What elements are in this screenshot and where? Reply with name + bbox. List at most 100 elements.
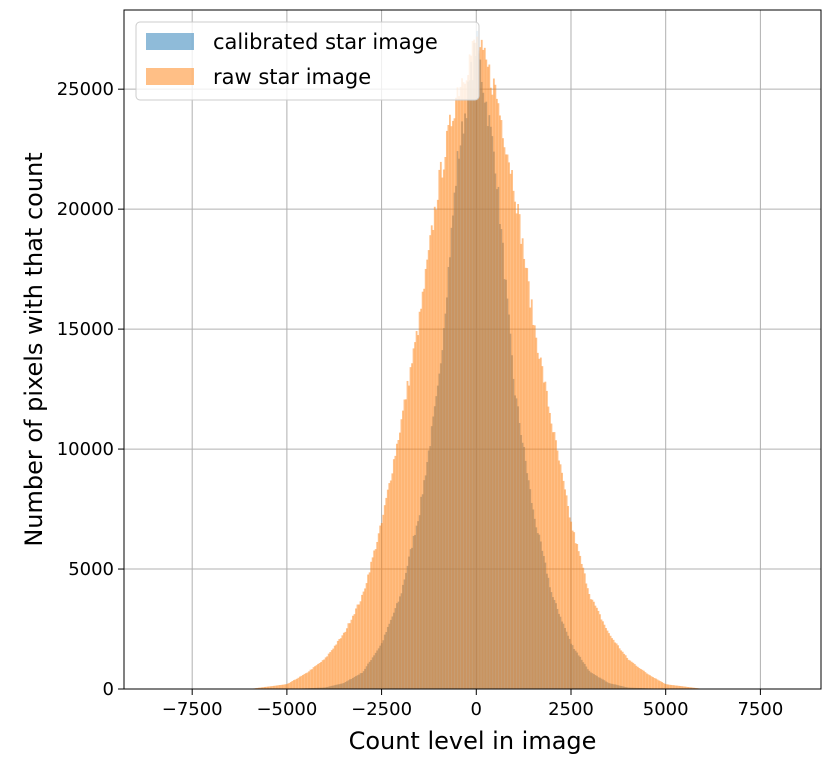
histogram-bar bbox=[273, 685, 276, 689]
histogram-bar bbox=[539, 357, 542, 689]
histogram-bar bbox=[568, 517, 571, 689]
histogram-bar bbox=[449, 114, 451, 689]
x-tick-label: −7500 bbox=[162, 699, 223, 720]
histogram-bar bbox=[511, 170, 513, 689]
histogram-bar bbox=[439, 161, 442, 689]
histogram-bar bbox=[673, 685, 676, 689]
histogram-bar bbox=[474, 42, 477, 689]
y-tick-label: 0 bbox=[103, 679, 114, 700]
histogram-bar bbox=[514, 201, 516, 689]
histogram-bar bbox=[479, 47, 482, 690]
histogram-bar bbox=[589, 599, 592, 689]
histogram-bar bbox=[294, 679, 297, 689]
histogram-bar bbox=[464, 83, 466, 689]
histogram-bar bbox=[427, 250, 430, 689]
legend-label: calibrated star image bbox=[213, 30, 438, 54]
histogram-bar bbox=[624, 655, 627, 689]
x-tick-label: −5000 bbox=[256, 699, 317, 720]
histogram-bar bbox=[486, 66, 489, 689]
histogram-bar bbox=[679, 685, 682, 689]
histogram-bar bbox=[430, 225, 433, 690]
histogram-bar bbox=[527, 281, 530, 689]
histogram-bar bbox=[456, 87, 459, 689]
histogram-bar bbox=[650, 676, 653, 689]
histogram-bar bbox=[661, 682, 663, 689]
histogram-bar bbox=[353, 614, 356, 689]
histogram-bar bbox=[259, 687, 262, 689]
histogram-bar bbox=[341, 635, 344, 689]
histogram-bar bbox=[423, 288, 426, 689]
histogram-bar bbox=[558, 460, 560, 689]
histogram-bar bbox=[450, 126, 453, 690]
histogram-bar bbox=[532, 324, 535, 689]
histogram-bar bbox=[292, 680, 295, 689]
histogram-bar bbox=[602, 621, 604, 689]
histogram-bar bbox=[520, 243, 523, 689]
histogram-bar bbox=[382, 514, 385, 689]
histogram-bar bbox=[418, 311, 421, 689]
histogram-bar bbox=[629, 660, 632, 689]
histogram-bar bbox=[544, 381, 547, 689]
histogram-bar bbox=[408, 385, 410, 689]
histogram-bar bbox=[277, 685, 280, 689]
histogram-bar bbox=[542, 382, 545, 689]
histogram-bar bbox=[647, 674, 650, 689]
histogram-bar bbox=[491, 94, 494, 689]
histogram-bar bbox=[535, 337, 538, 689]
series-1-bars bbox=[249, 36, 704, 690]
histogram-bar bbox=[438, 169, 441, 690]
histogram-bar bbox=[592, 601, 595, 689]
histogram-bar bbox=[627, 659, 630, 689]
histogram-bar bbox=[285, 684, 288, 689]
histogram-bar bbox=[621, 651, 624, 689]
histogram-bar bbox=[694, 687, 697, 689]
histogram-bar bbox=[306, 672, 309, 689]
histogram-bar bbox=[680, 686, 683, 689]
histogram-bar bbox=[270, 686, 273, 689]
y-tick-label: 25000 bbox=[57, 79, 114, 100]
histogram-bar bbox=[426, 259, 429, 689]
histogram-bar bbox=[674, 685, 677, 689]
histogram-bar bbox=[429, 235, 432, 689]
histogram-bar bbox=[608, 633, 610, 689]
histogram-bar bbox=[565, 495, 568, 689]
histogram-bar bbox=[374, 549, 377, 689]
legend: calibrated star image raw star image bbox=[135, 21, 480, 101]
histogram-bar bbox=[545, 390, 548, 689]
histogram-bar bbox=[441, 177, 444, 690]
histogram-bar bbox=[515, 213, 518, 689]
histogram-bar bbox=[644, 672, 647, 689]
histogram-bar bbox=[355, 608, 357, 689]
histogram-bar bbox=[685, 686, 688, 689]
histogram-bar bbox=[414, 342, 416, 689]
histogram-bar bbox=[315, 665, 318, 689]
histogram-bar bbox=[345, 628, 348, 689]
histogram-bar bbox=[261, 687, 263, 689]
histogram-bar bbox=[424, 268, 427, 689]
histogram-bar bbox=[453, 118, 456, 689]
histogram-bar bbox=[485, 59, 488, 690]
histogram-bar bbox=[323, 659, 326, 689]
histogram-bar bbox=[302, 674, 304, 689]
legend-swatch bbox=[146, 33, 194, 50]
histogram-bar bbox=[377, 533, 380, 689]
histogram-bar bbox=[373, 550, 376, 689]
histogram-bar bbox=[480, 39, 483, 690]
histogram-bar bbox=[667, 684, 670, 689]
histogram-bar bbox=[550, 423, 553, 689]
histogram-bar bbox=[611, 638, 613, 689]
histogram-bar bbox=[471, 40, 474, 689]
histogram-bar bbox=[468, 54, 471, 689]
y-tick-label: 10000 bbox=[57, 439, 114, 460]
histogram-bar bbox=[676, 685, 679, 689]
histogram-bar bbox=[559, 464, 562, 689]
plot-area: −7500 −5000 −2500 0 2500 5000 7500 0 5000 10000 15… bbox=[57, 9, 822, 720]
histogram-bar bbox=[547, 406, 550, 689]
legend-label: raw star image bbox=[213, 65, 371, 89]
histogram-bar bbox=[533, 325, 536, 689]
histogram-bar bbox=[264, 686, 266, 689]
histogram-bar bbox=[529, 307, 532, 689]
histogram-bar bbox=[442, 169, 445, 689]
histogram-bar bbox=[420, 308, 423, 689]
histogram-bar bbox=[317, 663, 320, 689]
